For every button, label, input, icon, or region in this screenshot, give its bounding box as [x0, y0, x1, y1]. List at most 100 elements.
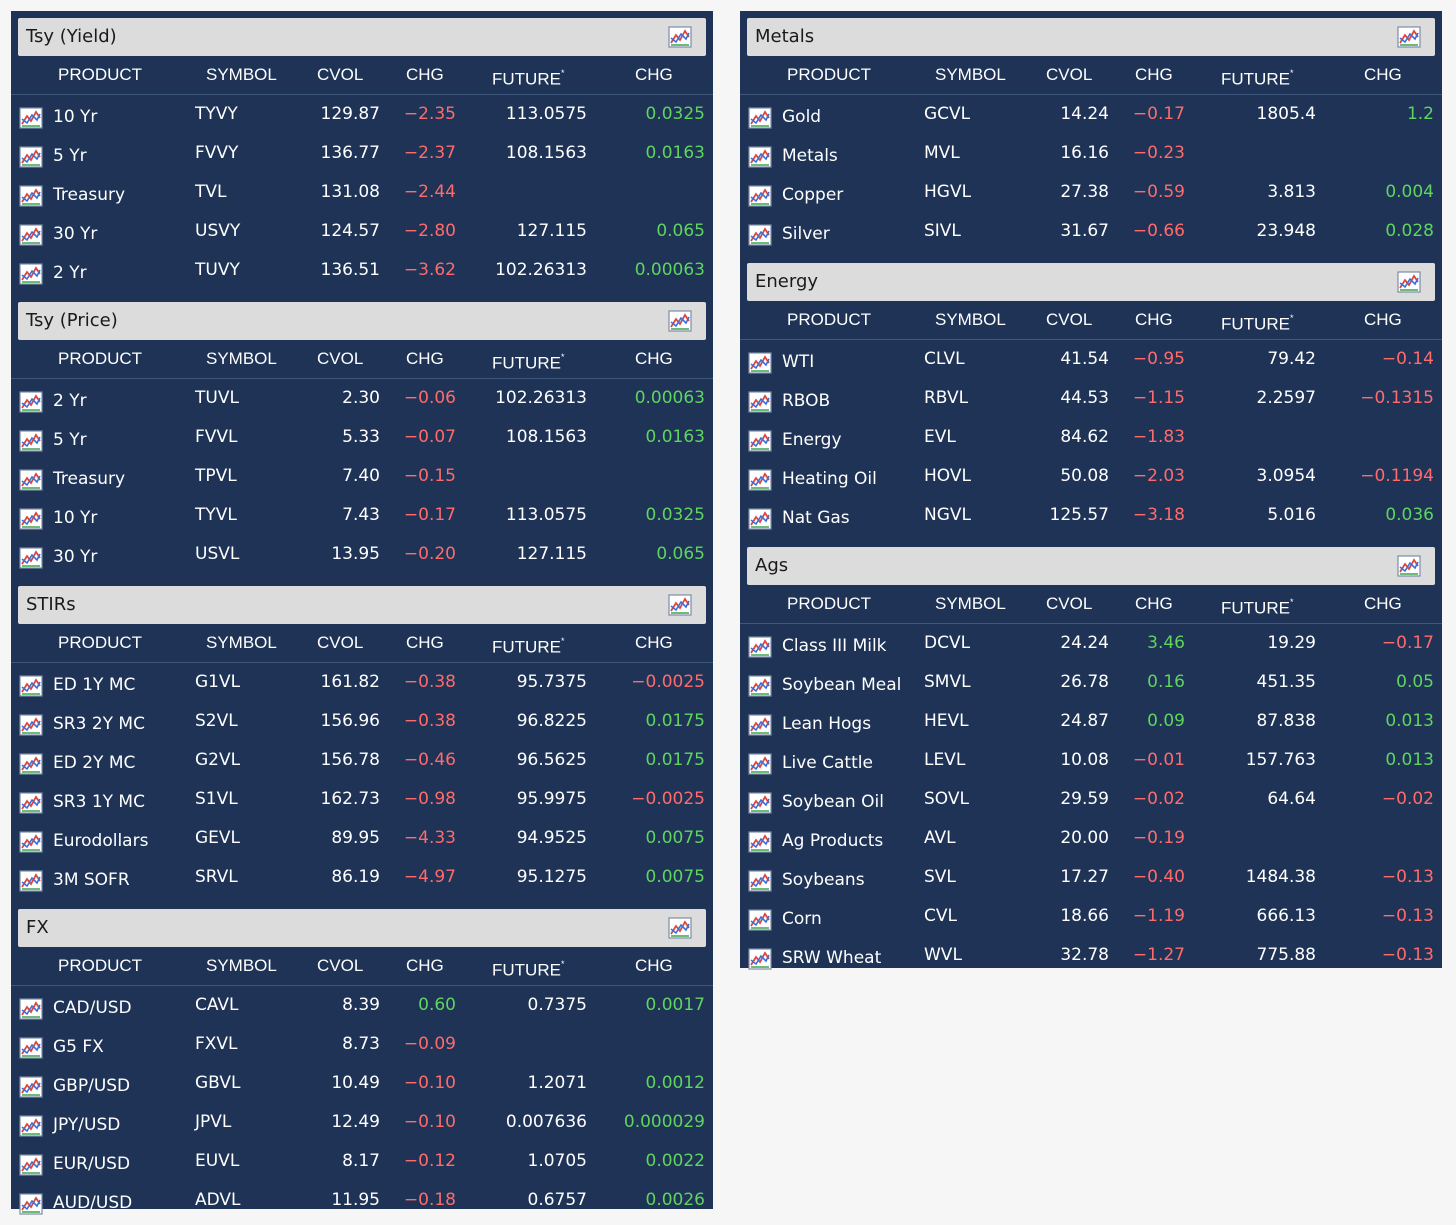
header-symbol[interactable]: SYMBOL [206, 633, 277, 652]
chart-icon[interactable] [668, 26, 692, 48]
table-row[interactable]: Gold GCVL 14.24 −0.17 1805.4 1.2 [740, 98, 1442, 137]
chart-icon[interactable] [19, 263, 43, 285]
header-chg[interactable]: CHG [1135, 65, 1173, 84]
table-row[interactable]: Copper HGVL 27.38 −0.59 3.813 0.004 [740, 176, 1442, 215]
table-row[interactable]: Soybean Oil SOVL 29.59 −0.02 64.64 −0.02 [740, 783, 1442, 822]
header-cvol[interactable]: CVOL [1046, 310, 1093, 329]
table-row[interactable]: Treasury TPVL 7.40 −0.15 [11, 460, 713, 499]
chart-icon[interactable] [748, 714, 772, 736]
header-chg[interactable]: CHG [406, 349, 444, 368]
header-cvol[interactable]: CVOL [1046, 65, 1093, 84]
header-cvol[interactable]: CVOL [1046, 594, 1093, 613]
chart-icon[interactable] [19, 998, 43, 1020]
header-product[interactable]: PRODUCT [787, 310, 872, 329]
header-symbol[interactable]: SYMBOL [206, 956, 277, 975]
header-chg[interactable]: CHG [406, 633, 444, 652]
chart-icon[interactable] [19, 870, 43, 892]
header-cvol[interactable]: CVOL [317, 633, 364, 652]
header-future-chg[interactable]: CHG [635, 349, 673, 368]
table-row[interactable]: AUD/USD ADVL 11.95 −0.18 0.6757 0.0026 [11, 1184, 713, 1223]
header-symbol[interactable]: SYMBOL [206, 65, 277, 84]
table-row[interactable]: 2 Yr TUVL 2.30 −0.06 102.26313 0.00063 [11, 382, 713, 421]
chart-icon[interactable] [748, 909, 772, 931]
table-row[interactable]: Treasury TVL 131.08 −2.44 [11, 176, 713, 215]
chart-icon[interactable] [748, 469, 772, 491]
header-product[interactable]: PRODUCT [58, 956, 143, 975]
chart-icon[interactable] [748, 185, 772, 207]
table-row[interactable]: CAD/USD CAVL 8.39 0.60 0.7375 0.0017 [11, 989, 713, 1028]
table-row[interactable]: Metals MVL 16.16 −0.23 [740, 137, 1442, 176]
chart-icon[interactable] [19, 107, 43, 129]
header-future-chg[interactable]: CHG [635, 956, 673, 975]
chart-icon[interactable] [748, 146, 772, 168]
table-row[interactable]: 3M SOFR SRVL 86.19 −4.97 95.1275 0.0075 [11, 861, 713, 900]
chart-icon[interactable] [748, 430, 772, 452]
chart-icon[interactable] [748, 391, 772, 413]
table-row[interactable]: SRW Wheat WVL 32.78 −1.27 775.88 −0.13 [740, 939, 1442, 978]
chart-icon[interactable] [1397, 555, 1421, 577]
table-row[interactable]: Silver SIVL 31.67 −0.66 23.948 0.028 [740, 215, 1442, 254]
chart-icon[interactable] [748, 675, 772, 697]
chart-icon[interactable] [19, 1154, 43, 1176]
table-row[interactable]: 10 Yr TYVY 129.87 −2.35 113.0575 0.0325 [11, 98, 713, 137]
chart-icon[interactable] [19, 792, 43, 814]
table-row[interactable]: ED 1Y MC G1VL 161.82 −0.38 95.7375 −0.0025 [11, 666, 713, 705]
chart-icon[interactable] [748, 107, 772, 129]
chart-icon[interactable] [668, 917, 692, 939]
header-future-chg[interactable]: CHG [1364, 310, 1402, 329]
header-cvol[interactable]: CVOL [317, 956, 364, 975]
table-row[interactable]: Nat Gas NGVL 125.57 −3.18 5.016 0.036 [740, 499, 1442, 538]
table-row[interactable]: Ag Products AVL 20.00 −0.19 [740, 822, 1442, 861]
header-future[interactable]: FUTURE* [1221, 68, 1294, 89]
table-row[interactable]: Lean Hogs HEVL 24.87 0.09 87.838 0.013 [740, 705, 1442, 744]
table-row[interactable]: Corn CVL 18.66 −1.19 666.13 −0.13 [740, 900, 1442, 939]
chart-icon[interactable] [19, 224, 43, 246]
header-symbol[interactable]: SYMBOL [935, 594, 1006, 613]
chart-icon[interactable] [19, 547, 43, 569]
chart-icon[interactable] [748, 636, 772, 658]
chart-icon[interactable] [19, 469, 43, 491]
chart-icon[interactable] [19, 714, 43, 736]
chart-icon[interactable] [19, 1037, 43, 1059]
header-future-chg[interactable]: CHG [635, 633, 673, 652]
table-row[interactable]: Heating Oil HOVL 50.08 −2.03 3.0954 −0.1194 [740, 460, 1442, 499]
table-row[interactable]: SR3 2Y MC S2VL 156.96 −0.38 96.8225 0.0175 [11, 705, 713, 744]
table-row[interactable]: 2 Yr TUVY 136.51 −3.62 102.26313 0.00063 [11, 254, 713, 293]
header-product[interactable]: PRODUCT [58, 65, 143, 84]
table-row[interactable]: WTI CLVL 41.54 −0.95 79.42 −0.14 [740, 343, 1442, 382]
header-chg[interactable]: CHG [406, 65, 444, 84]
header-product[interactable]: PRODUCT [787, 65, 872, 84]
chart-icon[interactable] [19, 391, 43, 413]
header-chg[interactable]: CHG [1135, 594, 1173, 613]
chart-icon[interactable] [19, 430, 43, 452]
table-row[interactable]: Energy EVL 84.62 −1.83 [740, 421, 1442, 460]
chart-icon[interactable] [748, 870, 772, 892]
chart-icon[interactable] [19, 675, 43, 697]
header-product[interactable]: PRODUCT [58, 349, 143, 368]
table-row[interactable]: G5 FX FXVL 8.73 −0.09 [11, 1028, 713, 1067]
table-row[interactable]: Live Cattle LEVL 10.08 −0.01 157.763 0.013 [740, 744, 1442, 783]
chart-icon[interactable] [1397, 26, 1421, 48]
header-symbol[interactable]: SYMBOL [935, 310, 1006, 329]
table-row[interactable]: SR3 1Y MC S1VL 162.73 −0.98 95.9975 −0.0025 [11, 783, 713, 822]
chart-icon[interactable] [1397, 271, 1421, 293]
chart-icon[interactable] [19, 753, 43, 775]
header-future-chg[interactable]: CHG [1364, 65, 1402, 84]
chart-icon[interactable] [19, 146, 43, 168]
chart-icon[interactable] [748, 224, 772, 246]
chart-icon[interactable] [748, 508, 772, 530]
table-row[interactable]: Soybeans SVL 17.27 −0.40 1484.38 −0.13 [740, 861, 1442, 900]
chart-icon[interactable] [748, 792, 772, 814]
header-future[interactable]: FUTURE* [1221, 597, 1294, 618]
header-symbol[interactable]: SYMBOL [935, 65, 1006, 84]
table-row[interactable]: GBP/USD GBVL 10.49 −0.10 1.2071 0.0012 [11, 1067, 713, 1106]
header-cvol[interactable]: CVOL [317, 349, 364, 368]
chart-icon[interactable] [19, 1076, 43, 1098]
table-row[interactable]: RBOB RBVL 44.53 −1.15 2.2597 −0.1315 [740, 382, 1442, 421]
chart-icon[interactable] [19, 1115, 43, 1137]
table-row[interactable]: ED 2Y MC G2VL 156.78 −0.46 96.5625 0.0175 [11, 744, 713, 783]
chart-icon[interactable] [19, 185, 43, 207]
table-row[interactable]: 30 Yr USVL 13.95 −0.20 127.115 0.065 [11, 538, 713, 577]
header-future[interactable]: FUTURE* [492, 959, 565, 980]
chart-icon[interactable] [748, 753, 772, 775]
